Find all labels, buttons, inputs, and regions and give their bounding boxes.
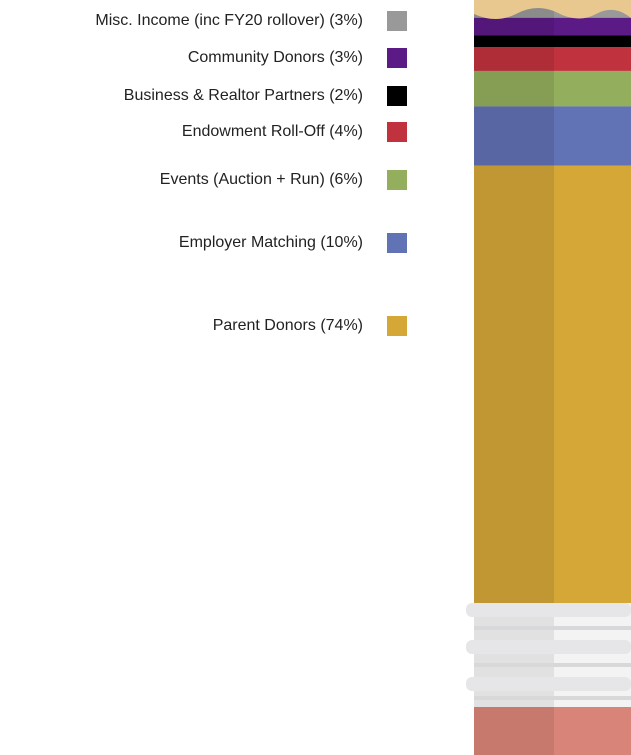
legend-swatch bbox=[387, 86, 407, 106]
legend-label: Employer Matching (10%) bbox=[179, 234, 363, 251]
pencil-shade bbox=[474, 0, 554, 603]
legend-swatch bbox=[387, 122, 407, 142]
legend-label: Events (Auction + Run) (6%) bbox=[160, 171, 363, 188]
legend-label: Misc. Income (inc FY20 rollover) (3%) bbox=[95, 12, 363, 29]
ferrule-ridge bbox=[466, 677, 631, 691]
ferrule-ridge bbox=[466, 640, 631, 654]
chart: Misc. Income (inc FY20 rollover) (3%) Com… bbox=[0, 0, 631, 755]
legend-swatch bbox=[387, 11, 407, 31]
legend-swatch bbox=[387, 48, 407, 68]
legend-label: Parent Donors (74%) bbox=[213, 317, 363, 334]
legend-label: Business & Realtor Partners (2%) bbox=[124, 87, 363, 104]
legend-swatch bbox=[387, 170, 407, 190]
ferrule-ridge bbox=[466, 603, 631, 617]
eraser-shade bbox=[474, 707, 554, 755]
legend-swatch bbox=[387, 316, 407, 336]
ferrule-shade bbox=[474, 603, 554, 707]
legend: Misc. Income (inc FY20 rollover) (3%) Com… bbox=[95, 11, 407, 336]
legend-swatch bbox=[387, 233, 407, 253]
legend-label: Endowment Roll-Off (4%) bbox=[182, 123, 363, 140]
legend-label: Community Donors (3%) bbox=[188, 49, 363, 66]
pencil-ferrule bbox=[466, 603, 631, 707]
